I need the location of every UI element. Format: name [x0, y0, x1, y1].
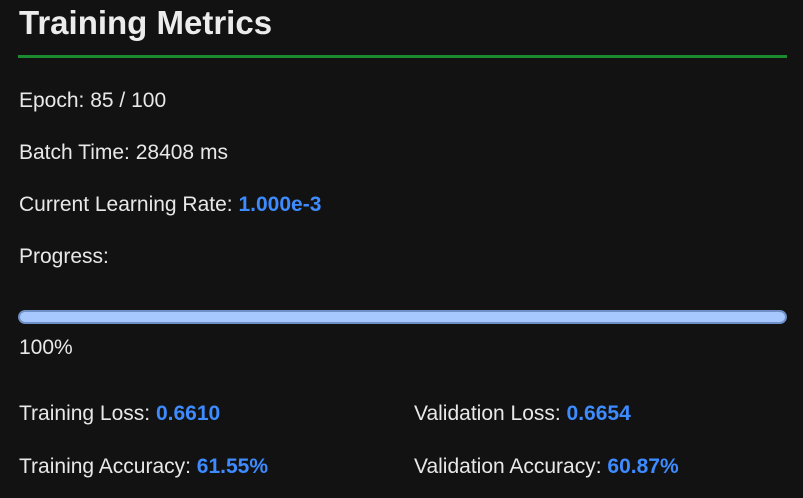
training-loss-value: 0.6610: [155, 402, 221, 425]
validation-loss-label: Validation Loss:: [414, 402, 567, 425]
validation-loss-row: Validation Loss: 0.6654: [414, 402, 631, 426]
epoch-label: Epoch:: [19, 89, 91, 112]
learning-rate-row: Current Learning Rate: 1.000e-3: [19, 193, 321, 217]
training-accuracy-row: Training Accuracy: 61.55%: [19, 455, 268, 479]
title-divider: [18, 55, 787, 58]
validation-loss-value: 0.6654: [566, 402, 631, 425]
training-loss-label: Training Loss:: [19, 402, 156, 425]
progress-label: Progress:: [19, 245, 109, 268]
training-loss-row: Training Loss: 0.6610: [19, 402, 220, 426]
learning-rate-label: Current Learning Rate:: [19, 193, 239, 216]
progress-bar: [18, 310, 787, 324]
batch-time-label: Batch Time:: [19, 141, 136, 164]
validation-accuracy-row: Validation Accuracy: 60.87%: [414, 455, 679, 479]
batch-time-row: Batch Time: 28408 ms: [19, 141, 228, 165]
validation-accuracy-label: Validation Accuracy:: [414, 455, 608, 478]
training-accuracy-label: Training Accuracy:: [19, 455, 197, 478]
progress-percent: 100%: [19, 336, 73, 359]
page-title: Training Metrics: [19, 4, 273, 41]
progress-bar-fill: [18, 310, 787, 324]
epoch-row: Epoch: 85 / 100: [19, 89, 166, 113]
epoch-value: 85 / 100: [90, 89, 167, 112]
batch-time-value: 28408 ms: [135, 141, 228, 164]
learning-rate-value: 1.000e-3: [238, 193, 322, 216]
validation-accuracy-value: 60.87%: [607, 455, 679, 478]
training-accuracy-value: 61.55%: [196, 455, 269, 478]
